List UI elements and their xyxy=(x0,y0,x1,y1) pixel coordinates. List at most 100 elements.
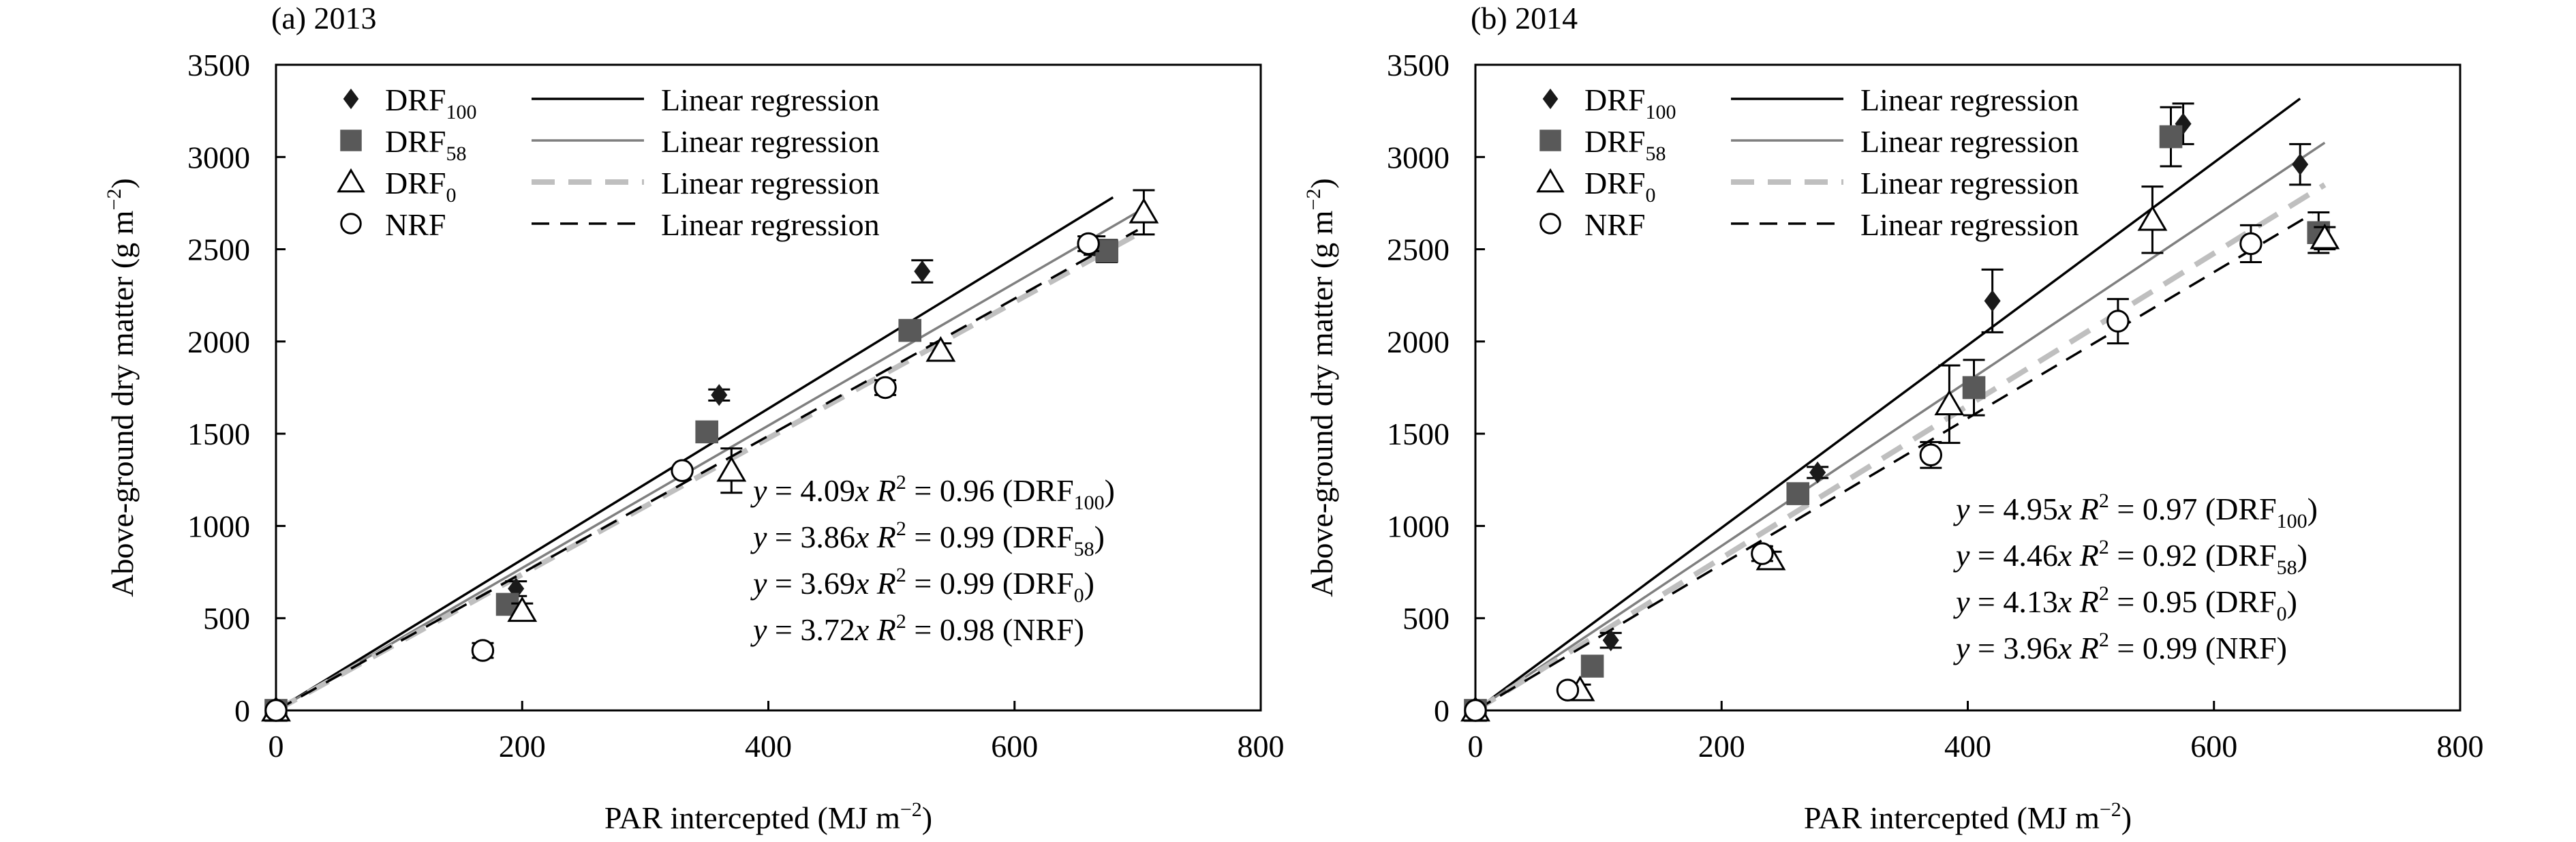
legend-fit-label: Linear regression xyxy=(1860,166,2079,200)
data-point xyxy=(1556,678,1580,702)
y-axis-title: Above-ground dry matter (g m−2) xyxy=(103,178,140,597)
legend: DRF100 Linear regression DRF58 Linear regre… xyxy=(337,82,880,242)
legend-fit-label: Linear regression xyxy=(1860,82,2079,117)
legend-series-label: DRF100 xyxy=(1584,82,1676,123)
series-4-points xyxy=(264,232,1100,722)
data-point xyxy=(264,699,288,722)
regression-line-4 xyxy=(275,228,1139,712)
legend-marker xyxy=(1539,213,1561,235)
data-point xyxy=(2175,112,2192,135)
x-tick-label: 600 xyxy=(2190,729,2237,764)
x-tick-label: 400 xyxy=(1944,729,1991,764)
data-point xyxy=(671,459,694,482)
regression-line-2 xyxy=(275,211,1139,712)
regression-equation: y = 4.09x R2 = 0.96 (DRF100) xyxy=(750,471,1115,514)
legend-fit-label: Linear regression xyxy=(1860,207,2079,242)
equations: y = 4.95x R2 = 0.97 (DRF100)y = 4.46x R2… xyxy=(1953,490,2318,665)
y-tick-label: 0 xyxy=(1434,693,1450,728)
x-axis-title: PAR intercepted (MJ m−2) xyxy=(1804,798,2132,835)
legend-marker xyxy=(1539,130,1561,151)
legend-marker xyxy=(1542,88,1559,110)
legend-marker xyxy=(1536,168,1565,193)
data-point xyxy=(2239,232,2263,256)
panel-label: (b) 2014 xyxy=(1471,1,1578,35)
y-tick-label: 2500 xyxy=(187,232,250,267)
legend-marker xyxy=(340,130,362,151)
regression-line-4 xyxy=(1475,212,2314,712)
y-tick-label: 1500 xyxy=(187,417,250,451)
panel-label: (a) 2013 xyxy=(271,1,377,35)
data-point xyxy=(695,420,718,444)
legend-series-label: NRF xyxy=(385,207,446,242)
x-tick-label: 600 xyxy=(991,729,1038,764)
legend-marker xyxy=(340,213,362,235)
regression-equation: y = 3.86x R2 = 0.99 (DRF58) xyxy=(750,517,1105,560)
legend-series-label: DRF0 xyxy=(1584,166,1655,207)
y-tick-label: 1000 xyxy=(1387,509,1450,543)
data-point xyxy=(898,318,922,342)
y-axis-title: Above-ground dry matter (g m−2) xyxy=(1302,178,1339,597)
y-tick-label: 0 xyxy=(234,693,250,728)
legend-fit-label: Linear regression xyxy=(661,124,880,159)
regression-line-3 xyxy=(275,228,1146,713)
y-tick-label: 2000 xyxy=(187,325,250,359)
x-axis-title: PAR intercepted (MJ m−2) xyxy=(604,798,932,835)
x-tick-label: 200 xyxy=(1698,729,1745,764)
data-point xyxy=(925,336,956,362)
data-point xyxy=(874,376,897,400)
legend-series-label: DRF58 xyxy=(1584,124,1666,165)
regression-equation: y = 4.13x R2 = 0.95 (DRF0) xyxy=(1953,582,2297,625)
regression-line-1 xyxy=(1474,97,2301,712)
data-point xyxy=(1984,290,2001,312)
data-point xyxy=(1580,655,1604,678)
data-point xyxy=(1464,699,1487,722)
series-4-points xyxy=(1464,224,2263,722)
data-point xyxy=(1919,443,1943,466)
data-point xyxy=(1934,389,1965,416)
y-tick-label: 3500 xyxy=(187,48,250,82)
x-tick-label: 200 xyxy=(499,729,546,764)
data-point xyxy=(1809,461,1826,483)
y-tick-label: 3000 xyxy=(187,140,250,175)
data-point xyxy=(507,596,538,622)
regression-equation: y = 3.69x R2 = 0.99 (DRF0) xyxy=(750,564,1094,607)
data-point xyxy=(2292,153,2309,176)
regression-equation: y = 4.46x R2 = 0.92 (DRF58) xyxy=(1953,536,2307,579)
x-tick-label: 0 xyxy=(269,729,284,764)
data-point xyxy=(1129,198,1159,224)
regression-equation: y = 4.95x R2 = 0.97 (DRF100) xyxy=(1953,490,2318,532)
legend-fit-label: Linear regression xyxy=(661,207,880,242)
legend-series-label: DRF58 xyxy=(385,124,466,165)
regression-line-3 xyxy=(1473,182,2327,713)
legend-series-label: NRF xyxy=(1584,207,1645,242)
y-tick-label: 2000 xyxy=(1387,325,1450,359)
regression-line-2 xyxy=(1475,141,2326,712)
y-tick-label: 3000 xyxy=(1387,140,1450,175)
chart-panel-1: (a) 2013 0 500 1000 1500 2000 2500 3000 3500 0 200… xyxy=(103,1,1285,835)
x-tick-label: 0 xyxy=(1468,729,1484,764)
y-tick-label: 1000 xyxy=(187,509,250,543)
regression-equation: y = 3.96x R2 = 0.99 (NRF) xyxy=(1953,629,2287,665)
series-1-points xyxy=(1467,102,2312,722)
legend-fit-label: Linear regression xyxy=(661,166,880,200)
data-point xyxy=(1602,629,1619,652)
x-tick-label: 400 xyxy=(745,729,792,764)
equations: y = 4.09x R2 = 0.96 (DRF100)y = 3.86x R2… xyxy=(750,471,1115,647)
y-tick-label: 1500 xyxy=(1387,417,1450,451)
chart-panel-2: (b) 2014 0 500 1000 1500 2000 2500 3000 3500 0 200… xyxy=(1302,1,2484,835)
x-tick-label: 800 xyxy=(2437,729,2484,764)
data-point xyxy=(1786,482,1810,505)
y-tick-label: 3500 xyxy=(1387,48,1450,82)
data-point xyxy=(2106,310,2130,333)
legend-fit-label: Linear regression xyxy=(661,82,880,117)
y-tick-label: 2500 xyxy=(1387,232,1450,267)
legend-fit-label: Linear regression xyxy=(1860,124,2079,159)
y-tick-label: 500 xyxy=(203,601,250,636)
data-point xyxy=(716,455,747,482)
x-tick-label: 800 xyxy=(1238,729,1285,764)
legend-marker xyxy=(343,88,359,110)
data-point xyxy=(2159,125,2183,149)
data-point xyxy=(1077,232,1100,256)
regression-equation: y = 3.72x R2 = 0.98 (NRF) xyxy=(750,610,1084,647)
